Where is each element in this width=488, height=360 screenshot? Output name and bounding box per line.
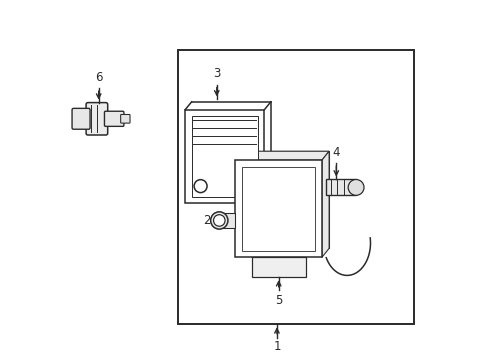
Bar [191, 116, 257, 197]
Text: 6: 6 [95, 71, 102, 84]
Text: 2: 2 [203, 214, 210, 227]
Bar [215, 212, 235, 228]
Bar [251, 257, 305, 277]
Circle shape [347, 180, 363, 195]
FancyBboxPatch shape [104, 111, 123, 126]
Polygon shape [321, 151, 328, 257]
FancyBboxPatch shape [72, 108, 90, 129]
FancyBboxPatch shape [86, 103, 107, 135]
Circle shape [210, 212, 227, 229]
Bar [185, 110, 264, 203]
Polygon shape [242, 151, 328, 248]
Text: 1: 1 [273, 340, 280, 353]
Text: 3: 3 [213, 67, 220, 80]
Bar [242, 167, 315, 251]
Polygon shape [251, 251, 310, 257]
Circle shape [194, 180, 206, 193]
Text: 4: 4 [332, 146, 339, 159]
Bar [178, 50, 413, 324]
Text: 5: 5 [274, 294, 282, 307]
Bar [325, 180, 355, 195]
Bar [235, 160, 321, 257]
Circle shape [213, 215, 224, 226]
Polygon shape [235, 151, 328, 160]
FancyBboxPatch shape [121, 114, 130, 123]
